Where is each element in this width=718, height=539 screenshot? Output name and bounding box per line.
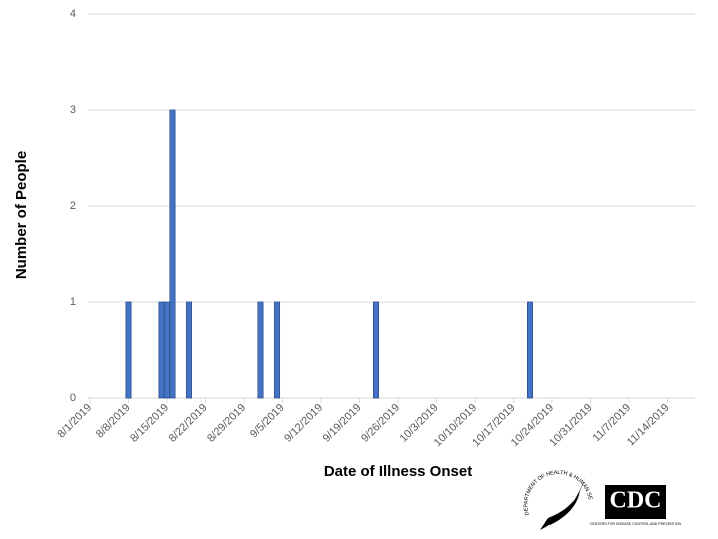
y-tick-label: 2 (70, 200, 76, 212)
hhs-logo: DEPARTMENT OF HEALTH & HUMAN SERVICES US… (0, 0, 593, 530)
hhs-eagle (540, 478, 585, 530)
bar (169, 109, 176, 399)
x-tick-label: 9/26/2019 (359, 402, 402, 445)
x-tick-label: 9/19/2019 (321, 402, 364, 445)
cdc-logo-text: CDC (610, 488, 662, 514)
cdc-logo: CDC CENTERS FOR DISEASE CONTROL AND PREV… (590, 485, 682, 526)
x-tick-label: 8/22/2019 (167, 402, 210, 445)
bar (526, 301, 534, 399)
x-axis-title: Date of Illness Onset (324, 463, 472, 480)
y-axis-title: Number of People (13, 151, 30, 279)
y-tick-label: 1 (70, 296, 76, 308)
bar (125, 301, 132, 399)
hhs-eagle (545, 490, 580, 525)
y-tick-label: 3 (70, 104, 76, 116)
cdc-logo-box (605, 485, 666, 519)
bar (158, 301, 165, 399)
y-tick-label: 0 (70, 392, 76, 404)
x-tick-label: 11/14/2019 (625, 402, 672, 449)
y-tick-label: 4 (70, 8, 76, 20)
bar (372, 301, 380, 399)
x-tick-label: 9/12/2019 (282, 402, 325, 445)
bar (273, 301, 281, 399)
cdc-logo-subtext: CENTERS FOR DISEASE CONTROL AND PREVENTI… (590, 522, 682, 526)
x-tick-label: 8/8/2019 (94, 402, 133, 441)
x-tick-label: 8/29/2019 (205, 402, 248, 445)
x-tick-label: 8/1/2019 (55, 402, 94, 441)
bar (185, 301, 193, 399)
bar (257, 301, 264, 399)
x-tick-label: 8/15/2019 (128, 402, 171, 445)
bar (163, 301, 171, 399)
x-tick-label: 9/5/2019 (248, 402, 287, 441)
